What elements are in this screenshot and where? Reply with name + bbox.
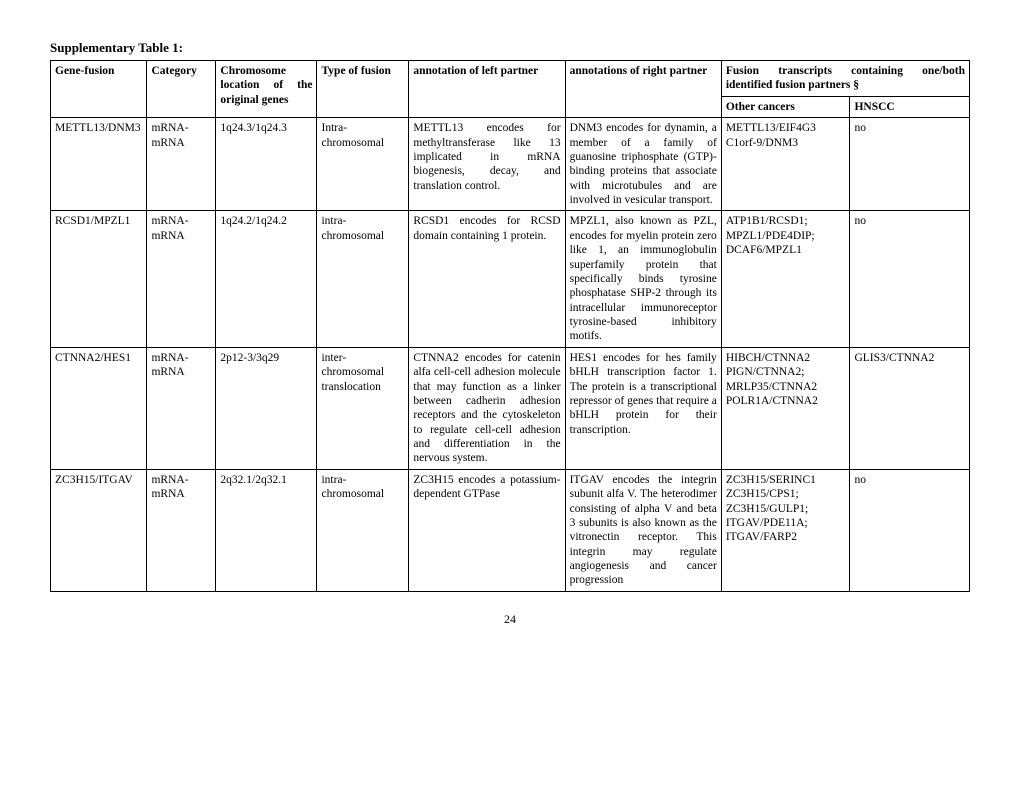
cell-other-cancers: HIBCH/CTNNA2 PIGN/CTNNA2; MRLP35/CTNNA2 … (721, 347, 850, 469)
table-row: METTL13/DNM3 mRNA-mRNA 1q24.3/1q24.3 Int… (51, 118, 970, 211)
cell-gene-fusion: CTNNA2/HES1 (51, 347, 147, 469)
header-left-partner: annotation of left partner (409, 61, 565, 118)
supplementary-table: Gene-fusion Category Chromosome location… (50, 60, 970, 592)
cell-other-cancers: METTL13/EIF4G3 C1orf-9/DNM3 (721, 118, 850, 211)
cell-chromosome: 2q32.1/2q32.1 (216, 469, 317, 591)
header-category: Category (147, 61, 216, 118)
cell-category: mRNA-mRNA (147, 211, 216, 347)
cell-left-partner: RCSD1 encodes for RCSD domain containing… (409, 211, 565, 347)
header-fusion-type: Type of fusion (317, 61, 409, 118)
header-right-partner: annotations of right partner (565, 61, 721, 118)
header-chromosome: Chromosome location of the original gene… (216, 61, 317, 118)
table-row: CTNNA2/HES1 mRNA-mRNA 2p12-3/3q29 inter-… (51, 347, 970, 469)
table-title: Supplementary Table 1: (50, 40, 970, 56)
cell-category: mRNA-mRNA (147, 347, 216, 469)
cell-hnscc: GLIS3/CTNNA2 (850, 347, 970, 469)
cell-chromosome: 2p12-3/3q29 (216, 347, 317, 469)
header-hnscc: HNSCC (850, 96, 970, 117)
header-fusion-transcripts: Fusion transcripts containing one/both i… (721, 61, 969, 97)
cell-right-partner: ITGAV encodes the integrin subunit alfa … (565, 469, 721, 591)
cell-right-partner: MPZL1, also known as PZL, encodes for my… (565, 211, 721, 347)
cell-right-partner: DNM3 encodes for dynamin, a member of a … (565, 118, 721, 211)
cell-fusion-type: intra-chromosomal (317, 211, 409, 347)
cell-left-partner: CTNNA2 encodes for catenin alfa cell-cel… (409, 347, 565, 469)
table-row: ZC3H15/ITGAV mRNA-mRNA 2q32.1/2q32.1 int… (51, 469, 970, 591)
header-other-cancers: Other cancers (721, 96, 850, 117)
cell-left-partner: ZC3H15 encodes a potassium-dependent GTP… (409, 469, 565, 591)
cell-gene-fusion: ZC3H15/ITGAV (51, 469, 147, 591)
cell-chromosome: 1q24.3/1q24.3 (216, 118, 317, 211)
cell-right-partner: HES1 encodes for hes family bHLH transcr… (565, 347, 721, 469)
cell-fusion-type: inter-chromosomal translocation (317, 347, 409, 469)
cell-gene-fusion: RCSD1/MPZL1 (51, 211, 147, 347)
page-number: 24 (50, 612, 970, 627)
cell-fusion-type: intra-chromosomal (317, 469, 409, 591)
header-row-1: Gene-fusion Category Chromosome location… (51, 61, 970, 97)
cell-other-cancers: ZC3H15/SERINC1 ZC3H15/CPS1; ZC3H15/GULP1… (721, 469, 850, 591)
cell-hnscc: no (850, 118, 970, 211)
cell-fusion-type: Intra-chromosomal (317, 118, 409, 211)
cell-left-partner: METTL13 encodes for methyltransferase li… (409, 118, 565, 211)
header-gene-fusion: Gene-fusion (51, 61, 147, 118)
cell-other-cancers: ATP1B1/RCSD1; MPZL1/PDE4DIP; DCAF6/MPZL1 (721, 211, 850, 347)
cell-category: mRNA-mRNA (147, 469, 216, 591)
cell-hnscc: no (850, 469, 970, 591)
table-row: RCSD1/MPZL1 mRNA-mRNA 1q24.2/1q24.2 intr… (51, 211, 970, 347)
cell-chromosome: 1q24.2/1q24.2 (216, 211, 317, 347)
cell-category: mRNA-mRNA (147, 118, 216, 211)
cell-hnscc: no (850, 211, 970, 347)
cell-gene-fusion: METTL13/DNM3 (51, 118, 147, 211)
